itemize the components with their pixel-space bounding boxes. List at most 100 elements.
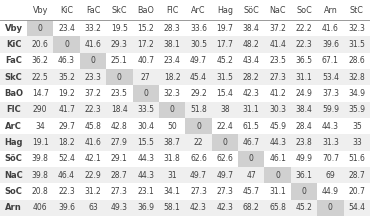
Bar (159, 0, 185, 20)
Text: 34: 34 (35, 122, 45, 131)
Text: 49.7: 49.7 (216, 171, 233, 180)
Text: 46.7: 46.7 (243, 138, 260, 147)
Bar (212, 118, 238, 134)
Text: 68.2: 68.2 (243, 203, 260, 212)
Bar (185, 37, 212, 53)
Bar (212, 102, 238, 118)
Text: 44.3: 44.3 (322, 122, 339, 131)
Bar (344, 183, 370, 200)
Text: 67.1: 67.1 (322, 56, 339, 65)
Text: 36.2: 36.2 (32, 56, 48, 65)
Text: 25.1: 25.1 (111, 56, 128, 65)
Text: 45.2: 45.2 (216, 56, 233, 65)
Text: 28.6: 28.6 (349, 56, 365, 65)
Text: 32.3: 32.3 (349, 24, 365, 33)
Text: 28.7: 28.7 (349, 171, 365, 180)
Text: Vby: Vby (4, 24, 23, 33)
Bar (212, 0, 238, 20)
Text: 14.7: 14.7 (32, 89, 48, 98)
Text: 41.7: 41.7 (58, 105, 75, 114)
Bar (185, 134, 212, 151)
Bar (265, 37, 291, 53)
Text: 0: 0 (117, 73, 122, 82)
Bar (185, 0, 212, 20)
Text: 51.8: 51.8 (190, 105, 207, 114)
Text: 41.2: 41.2 (269, 89, 286, 98)
Text: 18.2: 18.2 (164, 73, 181, 82)
Text: 22.5: 22.5 (32, 73, 48, 82)
Text: 19.2: 19.2 (58, 89, 75, 98)
Text: 30.3: 30.3 (269, 105, 286, 114)
Bar (80, 37, 106, 53)
Text: 41.6: 41.6 (322, 24, 339, 33)
Text: 23.5: 23.5 (269, 56, 286, 65)
Bar (0, 200, 27, 216)
Bar (53, 118, 80, 134)
Bar (265, 167, 291, 183)
Bar (53, 102, 80, 118)
Bar (265, 69, 291, 85)
Text: 42.3: 42.3 (216, 203, 233, 212)
Text: 0: 0 (328, 203, 333, 212)
Bar (80, 69, 106, 85)
Bar (291, 134, 317, 151)
Bar (212, 20, 238, 37)
Text: 28.7: 28.7 (111, 171, 128, 180)
Bar (132, 134, 159, 151)
Bar (53, 183, 80, 200)
Text: 27.3: 27.3 (269, 73, 286, 82)
Bar (53, 167, 80, 183)
Text: 0: 0 (38, 24, 43, 33)
Text: 53.4: 53.4 (322, 73, 339, 82)
Text: 22.4: 22.4 (216, 122, 233, 131)
Text: Vby: Vby (33, 6, 48, 14)
Text: 42.3: 42.3 (243, 89, 260, 98)
Text: 42.3: 42.3 (190, 203, 207, 212)
Bar (53, 200, 80, 216)
Text: 37.2: 37.2 (269, 24, 286, 33)
Text: 22.3: 22.3 (58, 187, 75, 196)
Bar (0, 20, 27, 37)
Text: 22.3: 22.3 (296, 40, 312, 49)
Bar (185, 200, 212, 216)
Text: 42.8: 42.8 (111, 122, 128, 131)
Text: 29.3: 29.3 (111, 40, 128, 49)
Text: KiC: KiC (60, 6, 73, 14)
Bar (265, 151, 291, 167)
Text: 28.3: 28.3 (164, 24, 181, 33)
Bar (212, 151, 238, 167)
Text: 47: 47 (246, 171, 256, 180)
Text: 62.6: 62.6 (190, 154, 207, 163)
Bar (317, 53, 344, 69)
Bar (159, 85, 185, 102)
Bar (27, 183, 53, 200)
Text: 62.6: 62.6 (216, 154, 233, 163)
Text: 32.8: 32.8 (349, 73, 365, 82)
Bar (291, 183, 317, 200)
Bar (212, 85, 238, 102)
Bar (53, 20, 80, 37)
Bar (344, 134, 370, 151)
Text: 31.3: 31.3 (322, 138, 339, 147)
Bar (106, 85, 132, 102)
Bar (0, 53, 27, 69)
Text: 20.6: 20.6 (32, 40, 48, 49)
Bar (344, 20, 370, 37)
Bar (317, 118, 344, 134)
Text: 39.8: 39.8 (32, 171, 48, 180)
Bar (291, 0, 317, 20)
Bar (27, 0, 53, 20)
Bar (106, 20, 132, 37)
Text: 28.2: 28.2 (243, 73, 260, 82)
Bar (80, 134, 106, 151)
Bar (291, 37, 317, 53)
Bar (238, 134, 265, 151)
Text: 54.4: 54.4 (348, 203, 365, 212)
Text: 46.3: 46.3 (58, 56, 75, 65)
Bar (238, 85, 265, 102)
Text: 29.7: 29.7 (58, 122, 75, 131)
Bar (80, 0, 106, 20)
Text: 50: 50 (167, 122, 177, 131)
Bar (80, 118, 106, 134)
Bar (27, 102, 53, 118)
